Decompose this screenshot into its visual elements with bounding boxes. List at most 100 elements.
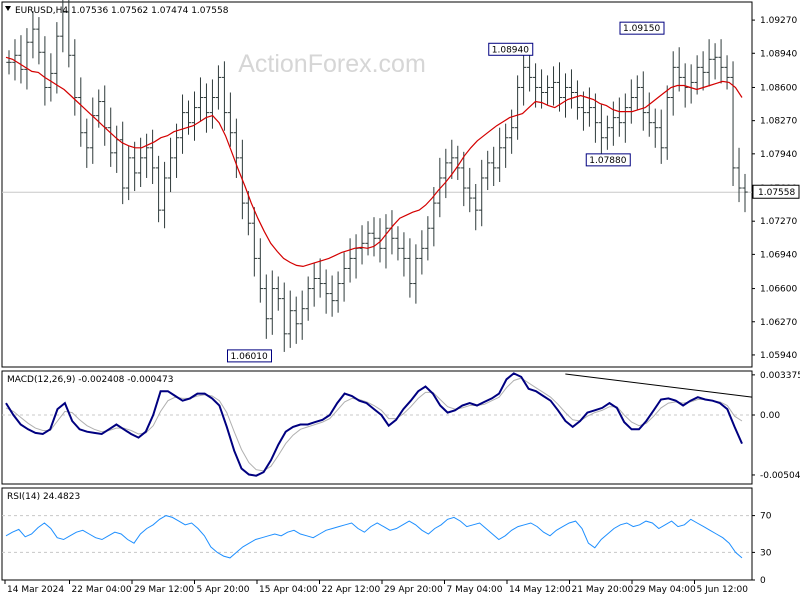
price-ytick-label: 1.06270 [760, 318, 797, 328]
xtick-label: 22 Mar 04:00 [72, 585, 132, 595]
rsi-pane-frame [1, 487, 753, 581]
macd-ytick-label: 0.00 [760, 411, 780, 421]
price-bar [371, 217, 377, 257]
price-bar [580, 91, 587, 131]
price-bar [18, 35, 24, 84]
xtick-label: 14 Mar 2024 [7, 585, 64, 595]
price-bar [514, 75, 521, 140]
rsi-line [5, 515, 743, 559]
price-bar [191, 91, 198, 141]
price-bar [299, 290, 305, 340]
price-bar [413, 244, 419, 304]
price-bar [532, 63, 539, 108]
price-bar [323, 269, 329, 314]
price-bar [287, 290, 293, 348]
price-bar [694, 55, 700, 95]
price-bar [209, 79, 216, 129]
price-bar [425, 216, 431, 261]
price-bar [586, 87, 593, 127]
price-bar [335, 271, 341, 313]
price-bar [293, 296, 299, 344]
price-bar [742, 173, 748, 213]
price-bar [305, 276, 311, 321]
xtick-label: 15 Apr 04:00 [259, 585, 318, 595]
price-ytick-label: 1.07940 [760, 150, 797, 160]
price-bar [628, 79, 635, 124]
price-ytick-label: 1.08270 [760, 117, 797, 127]
price-bar [275, 276, 281, 311]
price-bar [652, 108, 658, 148]
annotation-label: 1.06010 [231, 352, 268, 362]
price-bar [161, 161, 168, 229]
annotation-label: 1.07880 [589, 156, 626, 166]
price-bar [670, 51, 676, 116]
price-ytick-label: 1.06600 [760, 285, 797, 295]
xtick-label: 14 May 12:00 [509, 585, 571, 595]
price-bar [359, 225, 365, 265]
price-bar [718, 39, 724, 84]
price-bar [36, 17, 42, 65]
price-bar [108, 107, 114, 167]
price-bar [173, 123, 180, 178]
macd-trendline [565, 373, 753, 398]
price-bar [102, 85, 108, 146]
price-bar [383, 214, 389, 269]
rsi-ytick-label: 30 [760, 548, 772, 558]
price-bar [203, 83, 210, 133]
price-bar [550, 66, 557, 106]
price-bar [544, 75, 551, 105]
price-bar [377, 218, 383, 263]
price-bar [84, 118, 90, 168]
rsi-ytick-label: 70 [760, 512, 772, 522]
price-bar [281, 282, 287, 352]
price-bar [54, 22, 60, 94]
price-bar [502, 123, 509, 168]
price-bar [730, 61, 736, 187]
annotation-label: 1.09150 [623, 24, 660, 34]
price-bar [317, 258, 323, 298]
price-bar [467, 167, 473, 213]
annotation-box [227, 349, 272, 363]
price-bar [365, 221, 371, 256]
price-bar [700, 51, 706, 91]
price-bar [634, 75, 640, 110]
price-bar [490, 146, 497, 187]
price-bar [592, 93, 599, 143]
price-bar [736, 147, 742, 203]
price-bar [407, 238, 413, 298]
xtick-label: 7 May 04:00 [447, 585, 503, 595]
price-bar [149, 129, 156, 184]
price-bar [114, 125, 120, 173]
macd-ytick-label: -0.00504 [760, 471, 800, 481]
price-bar [6, 50, 12, 75]
price-bar [712, 43, 718, 80]
macd-ytick-label: 0.003375 [760, 371, 800, 381]
price-bar [329, 275, 335, 317]
price-bar [119, 121, 126, 205]
price-bar [131, 141, 138, 192]
price-bar [419, 230, 425, 275]
xtick-label: 5 Jun 12:00 [697, 585, 749, 595]
price-bar [143, 133, 150, 178]
price-bar [263, 274, 269, 339]
price-bar [78, 77, 84, 147]
price-bar [167, 137, 174, 193]
price-bar [658, 109, 664, 164]
watermark: ActionForex.com [238, 50, 426, 78]
price-bar [455, 145, 461, 180]
chevron-down-icon [5, 6, 11, 11]
xtick-label: 5 Apr 20:00 [197, 585, 250, 595]
price-ytick-label: 1.06940 [760, 250, 797, 260]
price-ytick-label: 1.09270 [760, 16, 797, 26]
price-bar [461, 151, 467, 207]
price-pane-frame [1, 1, 753, 368]
price-bar [431, 187, 437, 247]
price-bar [227, 92, 234, 147]
price-bar [443, 148, 449, 199]
price-bar [496, 127, 503, 182]
annotation-label: 1.08940 [492, 45, 529, 55]
price-bar [48, 53, 54, 102]
price-bar [556, 62, 563, 112]
price-ytick-label: 1.05940 [760, 351, 797, 361]
